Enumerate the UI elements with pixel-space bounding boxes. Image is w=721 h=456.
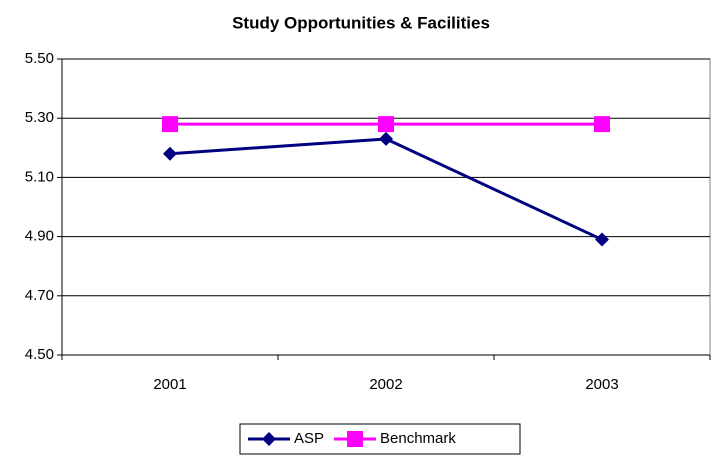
data-point bbox=[163, 146, 177, 161]
y-tick-label: 4.90 bbox=[25, 228, 54, 245]
legend-label: Benchmark bbox=[380, 430, 456, 447]
x-tick-label: 2001 bbox=[153, 376, 186, 393]
y-tick-label: 5.30 bbox=[25, 109, 54, 126]
legend-marker bbox=[262, 432, 276, 446]
data-point bbox=[162, 116, 178, 133]
x-tick-label: 2002 bbox=[369, 376, 402, 393]
y-tick-label: 5.50 bbox=[25, 50, 54, 67]
legend-label: ASP bbox=[294, 430, 324, 447]
data-point bbox=[378, 116, 394, 133]
y-tick-label: 4.50 bbox=[25, 346, 54, 363]
data-point bbox=[594, 116, 610, 133]
x-tick-label: 2003 bbox=[585, 376, 618, 393]
y-tick-label: 5.10 bbox=[25, 168, 54, 185]
legend-marker bbox=[347, 431, 364, 447]
data-point bbox=[595, 232, 609, 247]
plot-area bbox=[61, 58, 711, 356]
chart-title: Study Opportunities & Facilities bbox=[232, 13, 490, 32]
data-point bbox=[379, 131, 393, 146]
y-tick-label: 4.70 bbox=[25, 287, 54, 304]
data-line bbox=[169, 137, 603, 241]
